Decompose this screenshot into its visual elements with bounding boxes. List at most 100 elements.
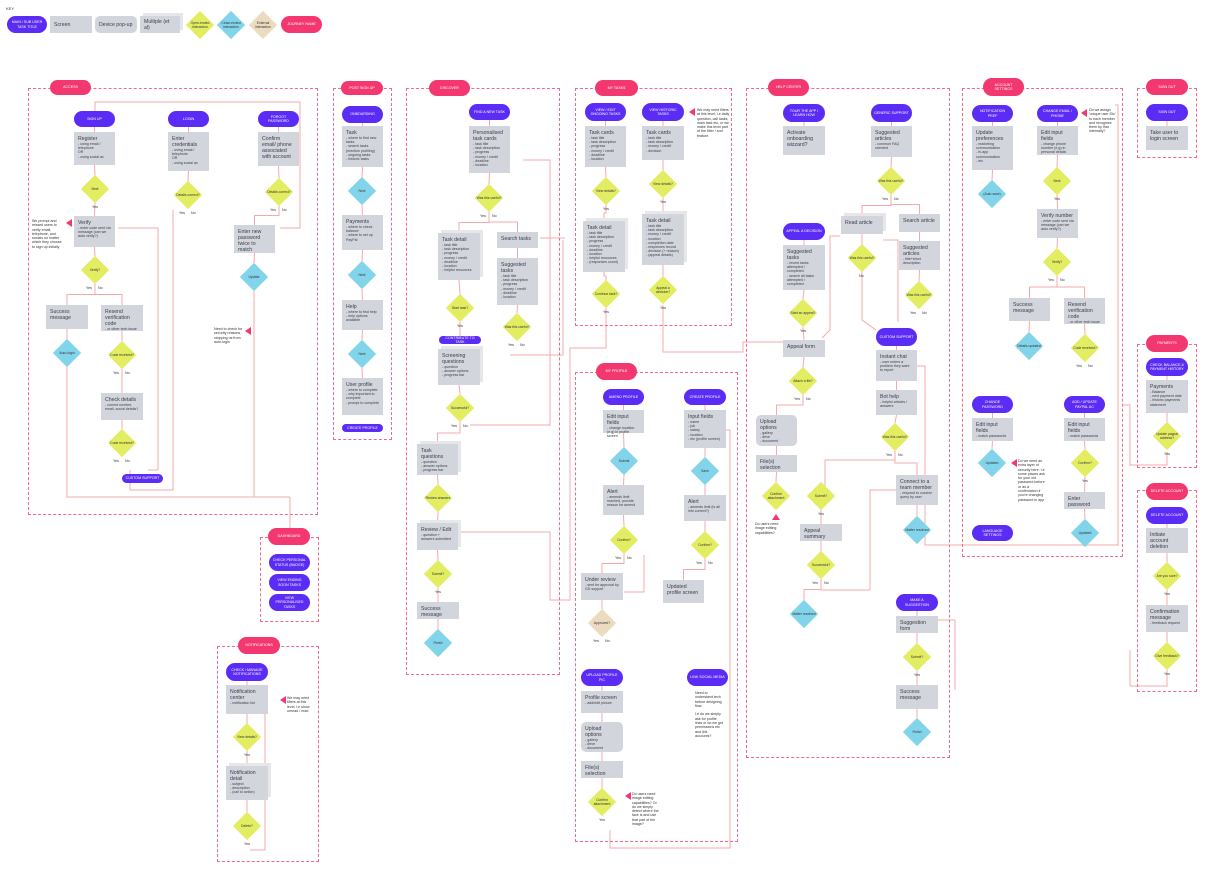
screen-perscards[interactable]: Personalised task cards - task title - tas…: [469, 126, 510, 173]
decision-hu3[interactable]: Was this useful?: [904, 280, 934, 310]
screen-paybox[interactable]: Payments - Balance - next payment date - hi…: [1146, 380, 1188, 413]
decision-useful1[interactable]: Was this useful?: [474, 183, 504, 213]
task-pill-badge[interactable]: CHECK PERSONAL STATUS (BADGE): [269, 554, 310, 571]
task-pill-onboarding[interactable]: ONBOARDING: [342, 106, 383, 123]
screen-tologin[interactable]: Take user to login screen: [1146, 126, 1188, 150]
decision-hu4[interactable]: Was this useful?: [880, 422, 910, 452]
screen-reviewedit[interactable]: Review / Edit - question + answers submit…: [417, 523, 458, 550]
decision-submit[interactable]: Submit?: [423, 559, 453, 589]
screen-searchtasks[interactable]: Search tasks: [497, 232, 538, 248]
task-pill-suggestion[interactable]: MAKE A SUGGESTION: [896, 594, 938, 611]
screen-wizard[interactable]: Activate onboarding wizzard?: [783, 126, 825, 155]
screen-hupload[interactable]: Upload options - gallery - drive - document: [756, 415, 797, 446]
screen-screening[interactable]: Screening questions - question - answer op…: [438, 349, 480, 385]
decision-starttask[interactable]: Start task?: [445, 293, 475, 323]
screen-detail2[interactable]: Task detail - task title - task descriptio…: [642, 214, 684, 265]
screen-alert2[interactable]: Alert - amends limit (is all info correct…: [684, 495, 726, 521]
screen-notifdetail[interactable]: Notification detail - subject - descriptio…: [226, 766, 268, 800]
decision-ppupdated[interactable]: Updated: [1070, 518, 1100, 548]
task-pill-delpill[interactable]: DELETE ACCOUNT: [1146, 507, 1188, 524]
screen-suggart2[interactable]: Suggested articles - title+short descript…: [899, 241, 940, 270]
screen-searchart[interactable]: Search article: [899, 214, 940, 232]
screen-alert1[interactable]: Alert - amends limit reached, provide rea…: [603, 485, 644, 515]
decision-ndelete[interactable]: Delete?: [232, 811, 262, 841]
decision-attach[interactable]: Attach a file?: [788, 366, 818, 396]
task-pill-generic[interactable]: GENERIC SUPPORT: [871, 104, 912, 122]
decision-nview[interactable]: View details?: [232, 722, 262, 752]
decision-pnext3[interactable]: Next: [347, 339, 377, 369]
decision-confirm1[interactable]: Confirm?: [609, 525, 639, 555]
task-pill-checkbal[interactable]: CHECK BALANCE & PAYMENT HISTORY: [1146, 358, 1188, 376]
screen-checkdetails[interactable]: Check details - correct number, email, so…: [101, 393, 143, 420]
decision-sure[interactable]: Are you sure?: [1152, 561, 1182, 591]
decision-hsuccessful[interactable]: Successful?: [806, 550, 836, 580]
screen-register[interactable]: Register - using email / telephone OR - usi…: [74, 132, 115, 165]
screen-payments[interactable]: Payments - where to check balance - where …: [342, 215, 383, 250]
screen-verify[interactable]: Verify - enter code sent via message (can…: [74, 216, 115, 247]
screen-verifynum[interactable]: Verify number - enter code sent via messa…: [1037, 209, 1078, 238]
task-pill-amend[interactable]: AMEND PROFILE: [603, 389, 644, 405]
decision-coderec2[interactable]: Code received?: [107, 428, 137, 458]
task-pill-language[interactable]: LANGUAGE SETTINGS: [972, 525, 1013, 541]
decision-detailsok1[interactable]: Details correct?: [173, 180, 203, 210]
decision-resolved1[interactable]: Matter resolved: [902, 515, 932, 545]
decision-pnext1[interactable]: Next: [347, 176, 377, 206]
task-pill-uploadpic[interactable]: UPLOAD PROFILE PIC: [581, 669, 623, 686]
decision-pnext2[interactable]: Next: [347, 260, 377, 290]
decision-viewdet2[interactable]: View details?: [648, 169, 678, 199]
task-pill-login[interactable]: LOGIN: [168, 111, 209, 127]
decision-approved[interactable]: Approved?: [587, 608, 617, 638]
screen-confirmemail[interactable]: Confirm email/ phone associated with acc…: [258, 132, 299, 166]
screen-task[interactable]: Task - where to find new tasks - search ta…: [342, 126, 383, 167]
task-pill-mcreate[interactable]: CREATE PROFILE: [684, 389, 726, 405]
screen-confmsg[interactable]: Confirmation message - feedback request: [1146, 605, 1188, 632]
decision-hu2[interactable]: Was this useful?: [847, 243, 877, 273]
decision-reviewanswers[interactable]: Review answers: [423, 483, 453, 513]
task-pill-historic[interactable]: VIEW HISTORIC TASKS: [642, 103, 684, 121]
screen-initdel[interactable]: Initiate account deletion: [1146, 528, 1188, 553]
decision-verifyq[interactable]: Verify?: [80, 255, 110, 285]
decision-confirm2[interactable]: Confirm?: [690, 530, 720, 560]
decision-anext[interactable]: Next: [1042, 166, 1072, 196]
screen-connect[interactable]: Connect to a team member - respond to cus…: [896, 475, 938, 505]
decision-detailsok2[interactable]: Details correct?: [264, 177, 294, 207]
decision-hu1[interactable]: Was this useful?: [876, 166, 906, 196]
decision-feedback[interactable]: Give feedback?: [1152, 641, 1182, 671]
screen-underreview[interactable]: Under review - sent for approval by GD su…: [581, 573, 623, 600]
decision-autosave[interactable]: (Auto save): [977, 179, 1007, 209]
screen-editfields[interactable]: Edit input fields - change location (e.g)…: [603, 410, 644, 438]
screen-filesel[interactable]: File(s) selection: [581, 761, 623, 778]
task-pill-forgot[interactable]: FORGOT PASSWORD: [258, 111, 299, 127]
screen-resend[interactable]: Resend verification code - or other tech …: [101, 305, 143, 331]
screen-ppedit[interactable]: Edit input fields - match passwords: [1064, 418, 1105, 441]
screen-dsuccess[interactable]: Success message: [417, 602, 459, 619]
task-pill-ongoing[interactable]: VIEW / EDIT ONGOING TASKS: [585, 103, 626, 121]
screen-updatedprofile[interactable]: Updated profile screen: [663, 580, 704, 603]
decision-useful2[interactable]: Was this useful?: [502, 312, 532, 342]
screen-cards1[interactable]: Task cards - task title - task description…: [585, 126, 626, 167]
screen-credentials[interactable]: Enter credentials - using email / telepho…: [168, 132, 209, 171]
decision-ppconfirm[interactable]: Confirm?: [1070, 448, 1100, 478]
task-pill-perstasks[interactable]: VIEW PERSONALISED TASKS: [269, 594, 310, 611]
task-pill-linksocial[interactable]: LINK SOCIAL MEDIA: [687, 669, 728, 686]
task-pill-ending[interactable]: VIEW ENDING SOON TASKS: [269, 574, 310, 591]
screen-readart[interactable]: Read article: [841, 216, 883, 234]
decision-detupdated[interactable]: Details updated: [1014, 331, 1044, 361]
task-pill-customsupport[interactable]: CUSTOM SUPPORT: [122, 474, 163, 483]
decision-successful[interactable]: Successful?: [445, 393, 475, 423]
screen-cards2[interactable]: Task cards - task title - task description…: [642, 126, 684, 160]
screen-chat[interactable]: Instant chat - user enters a problem they…: [876, 350, 917, 381]
task-pill-managenotif[interactable]: CHECK / MANAGE NOTIFICATIONS: [226, 663, 268, 681]
decision-sfinish[interactable]: Finish: [902, 717, 932, 747]
screen-updpref[interactable]: Update preferences - marketing communicat…: [972, 126, 1013, 170]
screen-appealsum[interactable]: Appeal summary: [800, 524, 842, 541]
screen-profilescreen[interactable]: Profile screen - add/edit picture: [581, 691, 623, 713]
screen-userprofile[interactable]: User profile - where to complete - why imp…: [342, 378, 383, 415]
decision-next1[interactable]: Next: [80, 174, 110, 204]
screen-help[interactable]: Help - where to find help - help options a…: [342, 300, 383, 330]
task-pill-notifpref[interactable]: NOTIFICATION PREF: [972, 105, 1013, 122]
decision-updpaypal[interactable]: Update paypal address?: [1152, 421, 1182, 451]
screen-ssuccess[interactable]: Success message: [896, 685, 938, 709]
decision-coderec1[interactable]: Code received?: [107, 340, 137, 370]
screen-success[interactable]: Success message: [46, 305, 88, 329]
